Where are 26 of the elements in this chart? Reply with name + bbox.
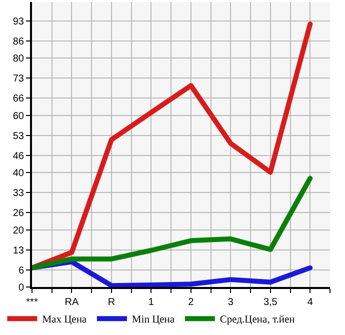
x-tick-label: 3,5 bbox=[263, 297, 278, 308]
y-tick-label: 46 bbox=[12, 150, 24, 162]
x-tick-label: R bbox=[108, 297, 116, 308]
legend-label: Min Цена bbox=[132, 314, 175, 326]
y-tick-label: 13 bbox=[12, 245, 24, 256]
legend-label: Сред.Цена, т.йен bbox=[220, 314, 296, 326]
x-tick-label: 3 bbox=[228, 297, 234, 308]
y-tick-label: 40 bbox=[12, 168, 24, 180]
y-tick-label: 60 bbox=[12, 110, 24, 122]
y-tick-label: 93 bbox=[12, 16, 24, 28]
y-tick-label: 86 bbox=[12, 36, 24, 48]
y-tick-label: 20 bbox=[12, 225, 24, 236]
x-tick-label: 1 bbox=[148, 297, 154, 308]
y-tick-label: 73 bbox=[12, 74, 24, 85]
legend-label: Max Цена bbox=[42, 314, 87, 326]
x-tick-label: RA bbox=[64, 297, 79, 308]
x-tick-label: 4 bbox=[307, 297, 314, 308]
y-tick-label: 53 bbox=[12, 130, 24, 142]
x-tick-label: *** bbox=[26, 297, 38, 308]
y-tick-label: 0 bbox=[18, 282, 24, 294]
y-tick-label: 66 bbox=[12, 94, 24, 105]
x-tick-label: 2 bbox=[188, 297, 194, 308]
y-tick-label: 26 bbox=[12, 208, 24, 220]
y-tick-label: 6 bbox=[18, 265, 24, 276]
y-tick-label: 80 bbox=[12, 54, 24, 65]
y-tick-label: 33 bbox=[12, 188, 24, 200]
